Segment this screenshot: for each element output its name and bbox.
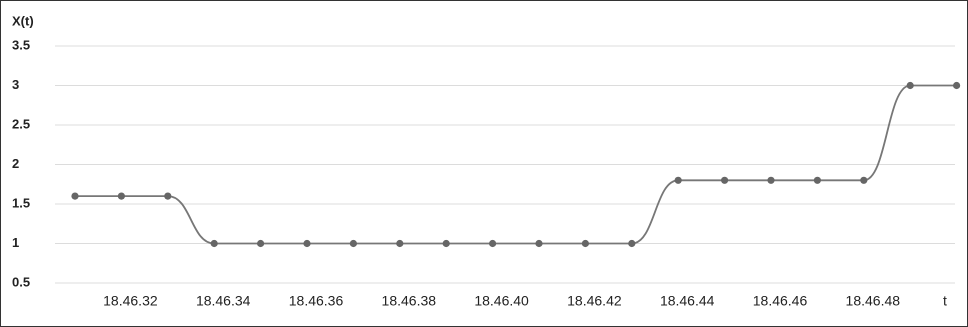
point	[813, 176, 822, 184]
y-tick-label: 2	[12, 156, 19, 171]
point	[953, 81, 961, 90]
y-tick-label: 2.5	[12, 116, 30, 131]
x-tick-label: 18.46.42	[567, 293, 622, 309]
point	[767, 176, 775, 184]
x-tick-label: 18.46.34	[196, 293, 251, 309]
y-tick-label: 1	[12, 235, 19, 250]
point	[489, 239, 497, 248]
x-tick-label: 18.46.32	[103, 293, 158, 309]
point	[349, 239, 357, 248]
x-tick-label: 18.46.46	[753, 293, 808, 309]
point	[210, 239, 218, 248]
point	[860, 176, 868, 184]
x-tick-label: 18.46.38	[382, 293, 437, 309]
y-tick-label: 0.5	[12, 274, 30, 289]
x-tick-label: 18.46.36	[289, 293, 344, 309]
point	[628, 239, 636, 248]
point	[442, 239, 450, 248]
point	[906, 81, 914, 90]
y-tick-label: 3	[12, 77, 19, 92]
point	[257, 239, 265, 248]
x-tick-label: 18.46.44	[660, 293, 715, 309]
y-axis-label: X(t)	[12, 13, 34, 28]
y-tick-label: 3.5	[12, 37, 30, 52]
x-axis-label: t	[943, 293, 947, 309]
point	[164, 192, 172, 200]
point	[535, 239, 543, 248]
point	[117, 192, 125, 200]
point	[581, 239, 590, 248]
x-tick-label: 18.46.40	[474, 293, 529, 309]
point	[674, 176, 682, 184]
x-tick-label: 18.46.48	[846, 293, 901, 309]
point	[303, 239, 311, 248]
point	[396, 239, 404, 248]
point	[71, 192, 79, 200]
point	[721, 176, 729, 184]
y-tick-label: 1.5	[12, 195, 30, 210]
